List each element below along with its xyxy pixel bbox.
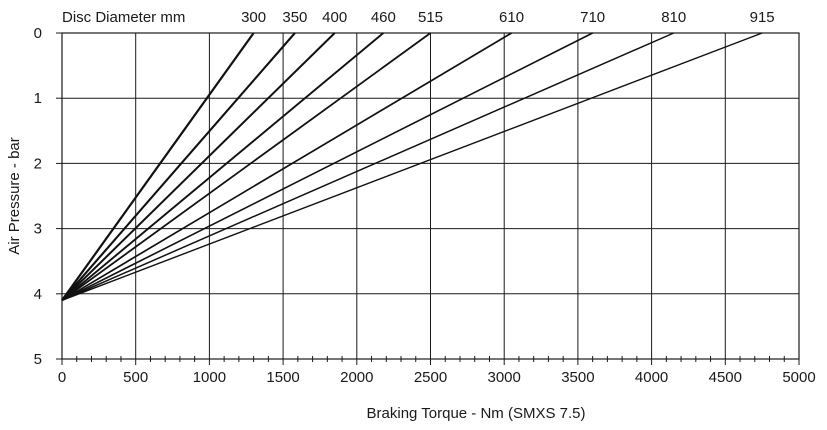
x-tick-label: 4000 (635, 369, 668, 386)
x-tick-label: 1000 (193, 369, 226, 386)
x-tick-label: 4500 (709, 369, 742, 386)
x-tick-label: 2000 (340, 369, 373, 386)
x-tick-label: 3500 (561, 369, 594, 386)
series-line-460 (61, 32, 384, 302)
series-line-610 (61, 32, 513, 302)
y-tick-label: 0 (34, 25, 42, 42)
x-tick-label: 5000 (782, 369, 815, 386)
minor-ticks (76, 356, 785, 362)
x-tick-label: 3000 (488, 369, 521, 386)
x-tick-label: 2500 (414, 369, 447, 386)
series-label-915: 915 (750, 9, 775, 26)
top-axis-label: Disc Diameter mm (62, 9, 185, 26)
series-line-810 (61, 32, 675, 302)
grid-lines (56, 32, 800, 365)
series-line-300 (61, 32, 255, 301)
series-label-350: 350 (282, 9, 307, 26)
y-tick-label: 1 (34, 90, 42, 107)
y-tick-label: 2 (34, 155, 42, 172)
y-tick-label: 4 (34, 286, 42, 303)
y-tick-label: 3 (34, 221, 42, 238)
series-label-710: 710 (580, 9, 605, 26)
series-lines (61, 32, 763, 302)
series-label-610: 610 (499, 9, 524, 26)
y-tick-label: 5 (34, 351, 42, 368)
y-axis-title: Air Pressure - bar (6, 137, 23, 255)
series-label-810: 810 (661, 9, 686, 26)
series-label-300: 300 (241, 9, 266, 26)
x-tick-label: 1500 (266, 369, 299, 386)
series-line-515 (61, 32, 432, 302)
series-line-915 (61, 32, 763, 301)
series-line-350 (61, 32, 296, 302)
tick-labels: 0 500 1000 1500 2000 2500 3000 3500 4000 4500 5000… (34, 9, 816, 386)
series-line-400 (61, 32, 336, 302)
series-label-460: 460 (371, 9, 396, 26)
x-axis-title: Braking Torque - Nm (SMXS 7.5) (367, 405, 586, 422)
series-label-515: 515 (418, 9, 443, 26)
series-line-710 (61, 32, 593, 302)
x-tick-label: 0 (58, 369, 66, 386)
series-label-400: 400 (322, 9, 347, 26)
x-tick-label: 500 (123, 369, 148, 386)
